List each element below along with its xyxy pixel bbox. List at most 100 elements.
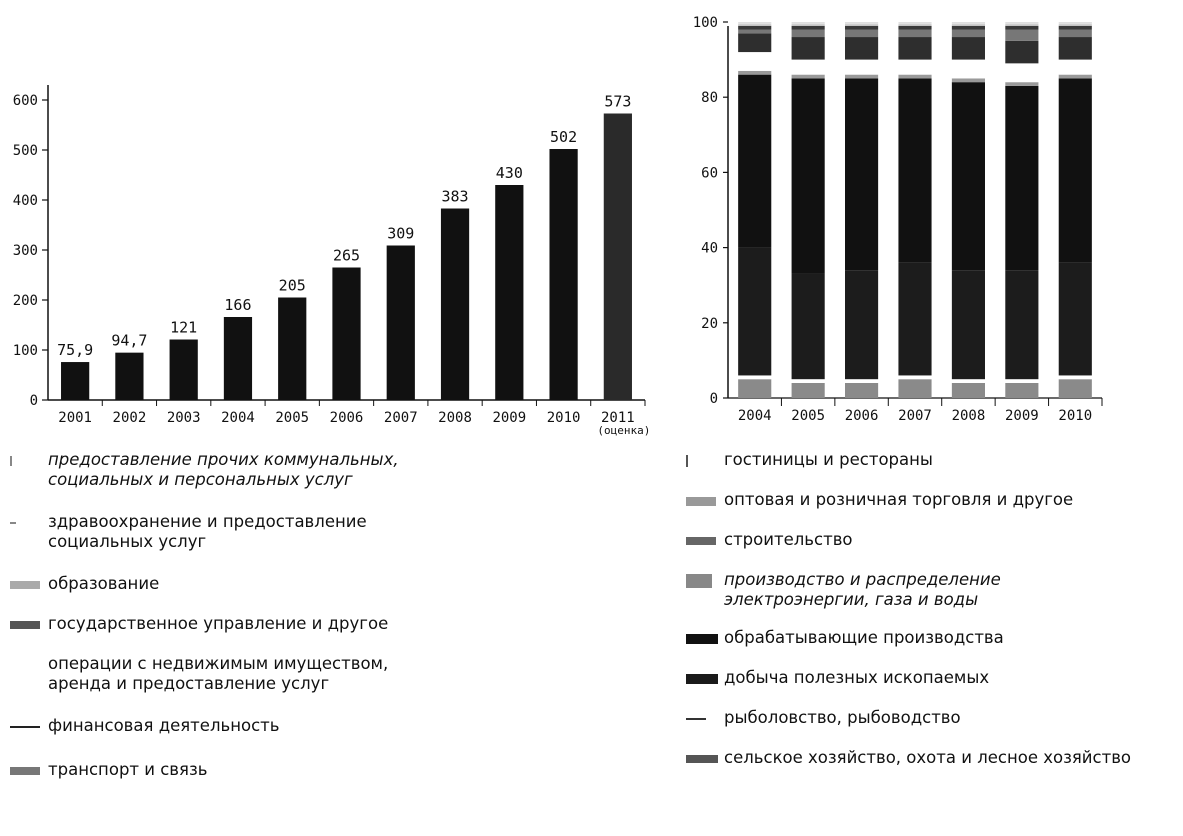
legend-label: транспорт и связь bbox=[48, 760, 208, 779]
stack-segment-2010-7 bbox=[1058, 29, 1092, 38]
legend-swatch-icon bbox=[686, 708, 724, 730]
stack-segment-2004-0 bbox=[738, 379, 772, 398]
legend-label: операции с недвижимым имуществом, аренда… bbox=[48, 654, 389, 693]
stack-segment-2004-4 bbox=[738, 70, 772, 75]
stack-segment-2005-10 bbox=[791, 22, 825, 24]
stack-segment-2004-2 bbox=[738, 247, 772, 376]
x-tick-label: 2005 bbox=[275, 410, 309, 426]
x-tick-label: 2007 bbox=[384, 410, 418, 426]
stack-segment-2005-7 bbox=[791, 29, 825, 38]
legend-item: предоставление прочих коммунальных, соци… bbox=[10, 450, 660, 490]
stack-segment-2006-9 bbox=[845, 23, 879, 26]
bar-value-label: 430 bbox=[496, 164, 523, 182]
legend-item: оптовая и розничная торговля и другое bbox=[686, 490, 1183, 512]
bar-value-label: 205 bbox=[279, 277, 306, 295]
bar-value-label: 502 bbox=[550, 128, 577, 146]
stack-segment-2006-4 bbox=[845, 74, 879, 79]
stack-segment-2008-4 bbox=[951, 78, 985, 83]
stack-segment-2006-2 bbox=[845, 270, 879, 380]
stack-segment-2010-4 bbox=[1058, 74, 1092, 79]
legend-label: предоставление прочих коммунальных, соци… bbox=[48, 450, 399, 489]
legend-item: рыболовство, рыбоводство bbox=[686, 708, 1183, 730]
stack-segment-2006-5 bbox=[845, 59, 879, 75]
legend-swatch-icon bbox=[686, 628, 724, 650]
stack-segment-2008-5 bbox=[951, 59, 985, 79]
stack-segment-2010-0 bbox=[1058, 379, 1092, 398]
stack-segment-2010-9 bbox=[1058, 23, 1092, 26]
stack-segment-2010-2 bbox=[1058, 262, 1092, 376]
stack-segment-2005-0 bbox=[791, 382, 825, 398]
y-tick-label: 20 bbox=[701, 316, 718, 332]
x-tick-label: 2007 bbox=[898, 408, 932, 424]
legend-item: здравоохранение и предоставление социаль… bbox=[10, 512, 660, 552]
stack-segment-2004-10 bbox=[738, 22, 772, 24]
stack-segment-2004-7 bbox=[738, 29, 772, 34]
stack-segment-2009-8 bbox=[1005, 25, 1039, 30]
stack-segment-2007-10 bbox=[898, 22, 932, 24]
stack-segment-2004-8 bbox=[738, 25, 772, 30]
stack-segment-2007-8 bbox=[898, 25, 932, 30]
y-tick-label: 100 bbox=[693, 15, 718, 31]
legend-item: обрабатывающие производства bbox=[686, 628, 1183, 650]
legend-label: государственное управление и другое bbox=[48, 614, 389, 633]
stack-segment-2006-6 bbox=[845, 37, 879, 60]
legend-item: производство и распределение электроэнер… bbox=[686, 570, 1183, 610]
legend-swatch-icon bbox=[686, 748, 724, 770]
stack-segment-2005-5 bbox=[791, 59, 825, 75]
stack-segment-2007-9 bbox=[898, 23, 932, 26]
legend-swatch-icon bbox=[686, 530, 724, 552]
legend-item: финансовая деятельность bbox=[10, 716, 660, 738]
legend-label: оптовая и розничная торговля и другое bbox=[724, 490, 1074, 509]
stack-segment-2006-1 bbox=[845, 379, 879, 383]
legend-item: гостиницы и рестораны bbox=[686, 450, 1183, 472]
stack-segment-2008-0 bbox=[951, 382, 985, 398]
legend-label: добыча полезных ископаемых bbox=[724, 668, 990, 687]
stack-segment-2007-6 bbox=[898, 37, 932, 60]
legend-swatch-icon bbox=[686, 570, 724, 592]
sector-stacked-bar-chart: 0 20 40 60 80 100 2004 2005 2006 2007 2008 2009 2010 bbox=[693, 15, 1103, 424]
legend-label: обрабатывающие производства bbox=[724, 628, 1004, 647]
x-tick-label: 2006 bbox=[845, 408, 879, 424]
x-tick-label: 2004 bbox=[221, 410, 255, 426]
stack-segment-2005-4 bbox=[791, 74, 825, 79]
bar-value-label: 75,9 bbox=[57, 341, 93, 359]
legend-label: строительство bbox=[724, 530, 853, 549]
x-tick-label: 2002 bbox=[113, 410, 147, 426]
stack-segment-2007-3 bbox=[898, 78, 932, 263]
stack-segment-2006-10 bbox=[845, 22, 879, 24]
legend-item: государственное управление и другое bbox=[10, 614, 660, 636]
legend-left: предоставление прочих коммунальных, соци… bbox=[10, 450, 660, 782]
legend-swatch-icon bbox=[686, 490, 724, 512]
y-tick-label: 300 bbox=[13, 243, 38, 259]
bar-2008 bbox=[440, 208, 470, 400]
bar-value-label: 309 bbox=[387, 225, 414, 243]
stack-segment-2006-7 bbox=[845, 29, 879, 38]
stack-segment-2005-6 bbox=[791, 37, 825, 60]
bar-value-label: 166 bbox=[224, 296, 251, 314]
stack-segment-2004-9 bbox=[738, 23, 772, 26]
x-tick-label: 2003 bbox=[167, 410, 201, 426]
x-tick-note: (оценка) bbox=[597, 424, 650, 437]
y-tick-label: 500 bbox=[13, 143, 38, 159]
stack-segment-2009-5 bbox=[1005, 63, 1039, 83]
stack-segment-2007-2 bbox=[898, 262, 932, 376]
bar-2005 bbox=[278, 297, 307, 400]
x-tick-label: 2008 bbox=[952, 408, 986, 424]
stack-segment-2008-6 bbox=[951, 37, 985, 60]
stack-segment-2009-7 bbox=[1005, 29, 1039, 41]
stack-segment-2005-2 bbox=[791, 273, 825, 380]
stack-segment-2008-1 bbox=[951, 379, 985, 383]
legend-swatch-icon bbox=[10, 760, 48, 782]
stack-segment-2008-8 bbox=[951, 25, 985, 30]
x-tick-label: 2009 bbox=[492, 410, 526, 426]
y-tick-label: 400 bbox=[13, 193, 38, 209]
stack-segment-2005-3 bbox=[791, 78, 825, 274]
bar-value-label: 121 bbox=[170, 319, 197, 337]
legend-label: сельское хозяйство, охота и лесное хозяй… bbox=[724, 748, 1132, 767]
bar-2006 bbox=[332, 267, 361, 400]
legend-item: образование bbox=[10, 574, 660, 596]
y-tick-label: 60 bbox=[701, 165, 718, 181]
stack-segment-2009-9 bbox=[1005, 23, 1039, 26]
stack-segment-2009-2 bbox=[1005, 270, 1039, 380]
stack-segment-2004-3 bbox=[738, 74, 772, 248]
